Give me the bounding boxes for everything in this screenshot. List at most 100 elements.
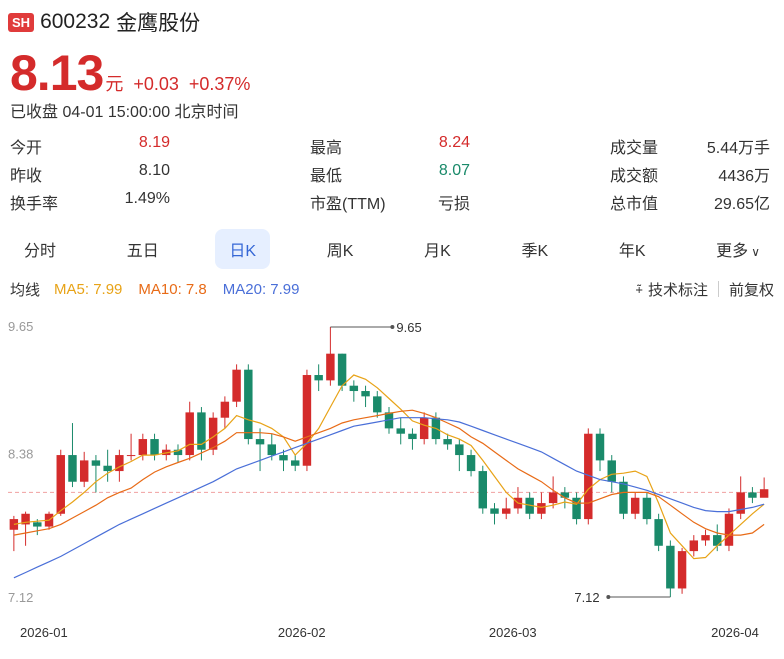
ma10-line (13, 409, 765, 536)
price-unit: 元 (105, 74, 124, 94)
current-price: 8.13 (10, 45, 104, 101)
high-label: 最高 (310, 140, 343, 157)
candle-body (126, 455, 136, 457)
candle-body (748, 492, 757, 498)
candle-body (713, 535, 722, 546)
candle-body (267, 444, 276, 456)
candle-body (103, 465, 112, 472)
candle-body (337, 353, 347, 386)
amount-label: 成交额 (610, 168, 659, 185)
candle-body (373, 396, 382, 413)
candle-body (724, 513, 734, 546)
market-status: 已收盘 04-01 15:00:00 北京时间 (10, 104, 239, 121)
price-change: +0.03 (133, 74, 179, 94)
volume-label: 成交量 (610, 140, 659, 157)
period-tabs: 分时 五日 日K 周K 月K 季K 年K 更多 ∨ (10, 229, 774, 269)
high-value: 8.24 (438, 134, 470, 151)
candle-body (455, 444, 464, 456)
candle-body (279, 455, 288, 461)
x-tick-label: 2026-01 (20, 625, 68, 640)
candle-body (478, 471, 488, 509)
x-tick-label: 2026-02 (278, 625, 326, 640)
candle-body (185, 412, 194, 456)
candle-body (642, 497, 652, 520)
candle-body (759, 489, 769, 498)
candle-body (290, 460, 300, 466)
candle-body (607, 460, 616, 482)
tech-annotation-button[interactable]: ⨤ 技术标注 (635, 279, 708, 300)
candle-body (654, 519, 663, 546)
kline-chart[interactable]: 9.65 8.38 7.12 9.65 7.12 2026-01 2026-02 2026-0… (0, 305, 784, 659)
x-tick-label: 2026-03 (489, 625, 537, 640)
candle-body (689, 540, 699, 552)
exchange-badge: SH (8, 12, 35, 32)
ma10-value: MA10: 7.8 (138, 280, 207, 298)
min-label: 7.12 (574, 590, 599, 605)
candle-body (595, 433, 605, 461)
candle-body (490, 508, 499, 514)
candle-body (314, 375, 323, 381)
tab-monthly-k[interactable]: 月K (424, 243, 451, 260)
chevron-down-icon: ∨ (751, 245, 760, 259)
y-tick-label: 9.65 (8, 319, 33, 334)
ma5-line (13, 374, 765, 560)
ma5-value: MA5: 7.99 (54, 280, 123, 298)
stock-name: 金鹰股份 (116, 12, 201, 35)
candle-body (138, 439, 148, 456)
forward-adjust-button[interactable]: 前复权 (728, 281, 774, 299)
candle-body (232, 369, 241, 402)
divider (717, 281, 719, 297)
volume-value: 5.44万手 (706, 140, 770, 157)
candle-body (150, 439, 159, 456)
y-tick-label: 8.38 (8, 447, 33, 462)
stats-grid: 今开 8.19 最高 8.24 成交量 5.44万手 昨收 8.10 最低 8.07 成交… (10, 132, 774, 216)
prev-close-value: 8.10 (138, 162, 170, 179)
candle-body (244, 369, 253, 440)
pe-value: 亏损 (437, 196, 470, 213)
candle-body (21, 513, 30, 525)
tab-more[interactable]: 更多 ∨ (702, 229, 774, 269)
candle-body (349, 385, 359, 392)
candle-body (537, 503, 546, 514)
candle-body (115, 455, 124, 472)
candle-body (701, 535, 710, 541)
candle-body (68, 455, 77, 482)
tab-daily-k[interactable]: 日K (215, 229, 271, 269)
candle-body (619, 481, 628, 514)
candle-body (302, 375, 312, 466)
candle-body (361, 391, 370, 397)
candle-body (408, 433, 417, 440)
open-value: 8.19 (138, 134, 170, 151)
candle-body (466, 455, 476, 472)
candle-body (197, 412, 206, 450)
x-tick-label: 2026-04 (711, 625, 759, 640)
candle-body (220, 401, 230, 418)
max-label: 9.65 (396, 320, 421, 335)
open-label: 今开 (10, 140, 43, 157)
tab-more-label: 更多 (716, 243, 749, 260)
tab-yearly-k[interactable]: 年K (618, 243, 646, 260)
max-dot (390, 325, 395, 329)
candle-body (443, 439, 452, 445)
candle-body (208, 417, 218, 450)
candle-body (326, 353, 335, 381)
tab-weekly-k[interactable]: 周K (326, 243, 354, 260)
candle-body (677, 551, 687, 589)
tab-five-day[interactable]: 五日 (126, 243, 159, 260)
price-change-pct: +0.37% (188, 74, 251, 94)
candle-body (56, 455, 65, 514)
min-dot (606, 595, 611, 599)
turnover-value: 1.49% (124, 190, 170, 207)
candle-body (584, 433, 593, 520)
candle-body (396, 428, 405, 434)
candle-body (666, 545, 675, 589)
candle-body (560, 492, 570, 498)
candle-body (630, 497, 640, 514)
stock-header: SH 600232 金鹰股份 (8, 6, 200, 38)
mcap-label: 总市值 (610, 196, 659, 213)
ma-label: 均线 (10, 281, 41, 299)
tab-quarterly-k[interactable]: 季K (521, 243, 549, 260)
low-value: 8.07 (438, 162, 470, 179)
tab-intraday[interactable]: 分时 (24, 243, 57, 260)
candle-body (173, 449, 183, 456)
